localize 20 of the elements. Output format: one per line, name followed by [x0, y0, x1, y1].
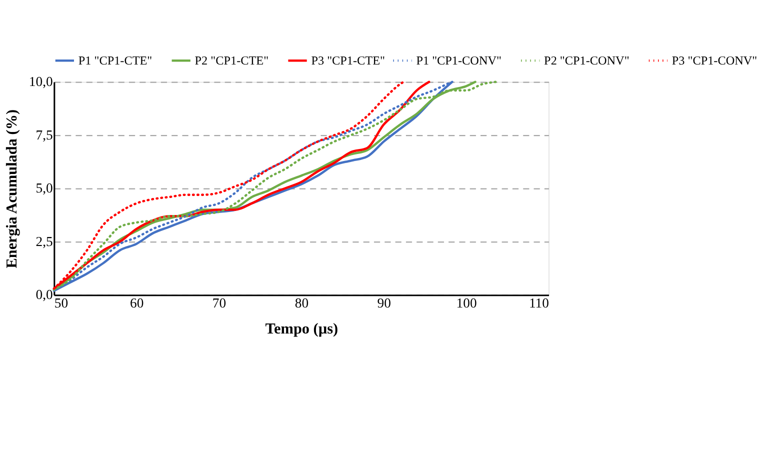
y-tick-label: 0,0	[36, 287, 54, 302]
x-tick-label: 80	[294, 296, 309, 311]
x-tick-label: 100	[456, 296, 477, 311]
x-tick-label: 90	[377, 296, 392, 311]
y-axis-title: Energia Acumulada (%)	[4, 109, 21, 268]
y-tick-label: 5,0	[36, 180, 54, 196]
y-tick-label: 10,0	[28, 74, 54, 90]
legend-label: P2 "CP1-CONV"	[544, 53, 630, 68]
legend-label: P1 "CP1-CONV"	[416, 53, 502, 68]
legend-label: P2 "CP1-CTE"	[194, 53, 269, 68]
legend-label: P3 "CP1-CTE"	[311, 53, 386, 68]
x-axis-title: Tempo (µs)	[265, 320, 338, 338]
y-tick-label: 2,5	[36, 234, 54, 249]
legend-label: P3 "CP1-CONV"	[672, 53, 758, 68]
y-tick-label: 7,5	[36, 127, 54, 142]
x-tick-label: 70	[212, 296, 226, 311]
legend-label: P1 "CP1-CTE"	[78, 53, 152, 68]
x-tick-label: 50	[54, 296, 68, 311]
x-tick-label: 60	[130, 296, 144, 311]
x-tick-label: 110	[528, 296, 550, 311]
